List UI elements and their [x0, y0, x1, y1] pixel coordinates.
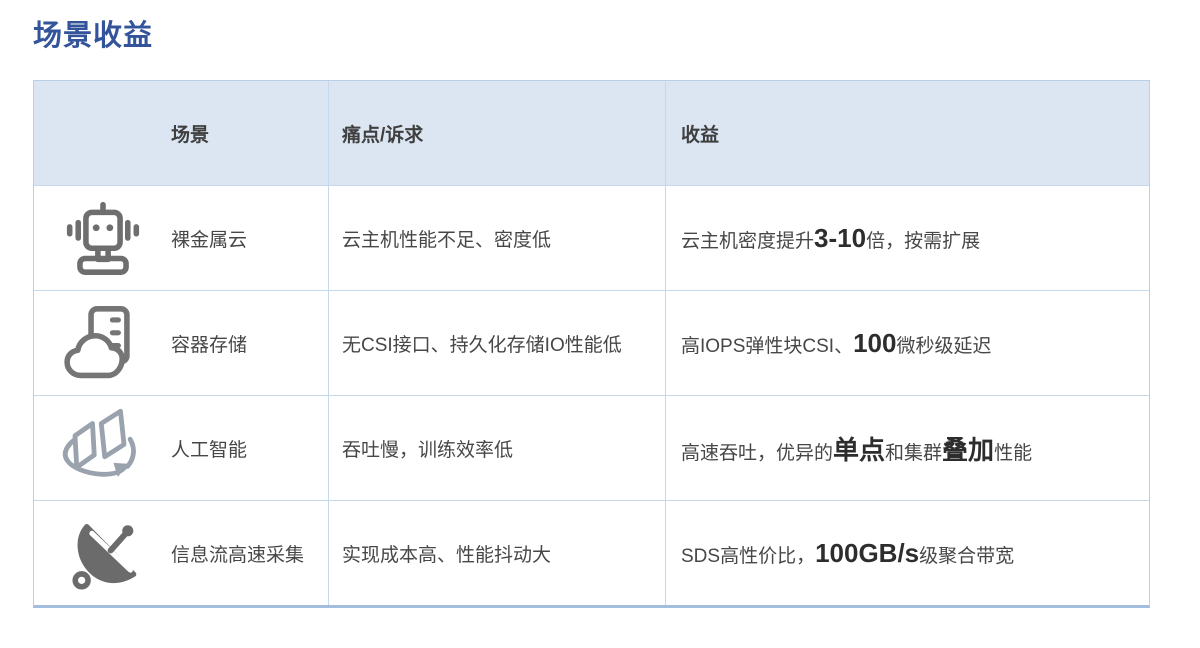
benefit-text: SDS高性价比，100GB/s级聚合带宽 — [681, 537, 1015, 568]
column-header-pain: 痛点/诉求 — [328, 81, 665, 185]
table-row-data-collection: 信息流高速采集 实现成本高、性能抖动大 SDS高性价比，100GB/s级聚合带宽 — [34, 500, 1149, 605]
benefit-em: 单点 — [833, 434, 886, 465]
robot-icon — [34, 197, 171, 279]
benefit-em: 100 — [853, 327, 897, 358]
pain-cell: 实现成本高、性能抖动大 — [328, 501, 665, 605]
table-row-container-storage: 容器存储 无CSI接口、持久化存储IO性能低 高IOPS弹性块CSI、100微秒… — [34, 290, 1149, 395]
benefit-text: 云主机密度提升3-10倍，按需扩展 — [681, 222, 981, 253]
table-row-bare-metal: 裸金属云 云主机性能不足、密度低 云主机密度提升3-10倍，按需扩展 — [34, 185, 1149, 290]
benefit-em: 3-10 — [814, 222, 867, 253]
scenario-cell: 容器存储 — [34, 291, 328, 395]
benefit-cell: SDS高性价比，100GB/s级聚合带宽 — [665, 501, 1149, 605]
scenario-label: 人工智能 — [171, 439, 248, 461]
table-row-ai: 人工智能 吞吐慢，训练效率低 高速吞吐，优异的单点和集群叠加性能 — [34, 395, 1149, 500]
scenario-cell: 信息流高速采集 — [34, 501, 328, 605]
benefit-cell: 高速吞吐，优异的单点和集群叠加性能 — [665, 396, 1149, 500]
column-header-scenario: 场景 — [171, 124, 210, 146]
ai-sync-icon — [34, 406, 171, 490]
scenario-cell: 裸金属云 — [34, 186, 328, 290]
pain-text: 吞吐慢，训练效率低 — [342, 439, 514, 461]
pain-text: 云主机性能不足、密度低 — [342, 229, 552, 251]
table-header-row: 场景 痛点/诉求 收益 — [34, 81, 1149, 185]
pain-cell: 云主机性能不足、密度低 — [328, 186, 665, 290]
scenario-cell: 人工智能 — [34, 396, 328, 500]
scenario-label: 信息流高速采集 — [171, 544, 305, 566]
benefit-text: 高速吞吐，优异的单点和集群叠加性能 — [681, 434, 1033, 465]
cloud-server-icon — [34, 302, 171, 384]
benefit-em: 叠加 — [942, 434, 995, 465]
scenario-label: 裸金属云 — [171, 229, 248, 251]
scenario-benefit-table: 场景 痛点/诉求 收益 — [33, 80, 1150, 608]
column-header-benefit: 收益 — [665, 81, 1149, 185]
benefit-text: 高IOPS弹性块CSI、100微秒级延迟 — [681, 327, 992, 358]
pain-text: 无CSI接口、持久化存储IO性能低 — [342, 334, 622, 356]
benefit-em: 100GB/s — [815, 537, 920, 568]
benefit-cell: 高IOPS弹性块CSI、100微秒级延迟 — [665, 291, 1149, 395]
benefit-cell: 云主机密度提升3-10倍，按需扩展 — [665, 186, 1149, 290]
pain-text: 实现成本高、性能抖动大 — [342, 544, 552, 566]
satellite-dish-icon — [34, 512, 171, 594]
pain-cell: 吞吐慢，训练效率低 — [328, 396, 665, 500]
page-title: 场景收益 — [33, 20, 154, 52]
scenario-label: 容器存储 — [171, 334, 248, 356]
pain-cell: 无CSI接口、持久化存储IO性能低 — [328, 291, 665, 395]
